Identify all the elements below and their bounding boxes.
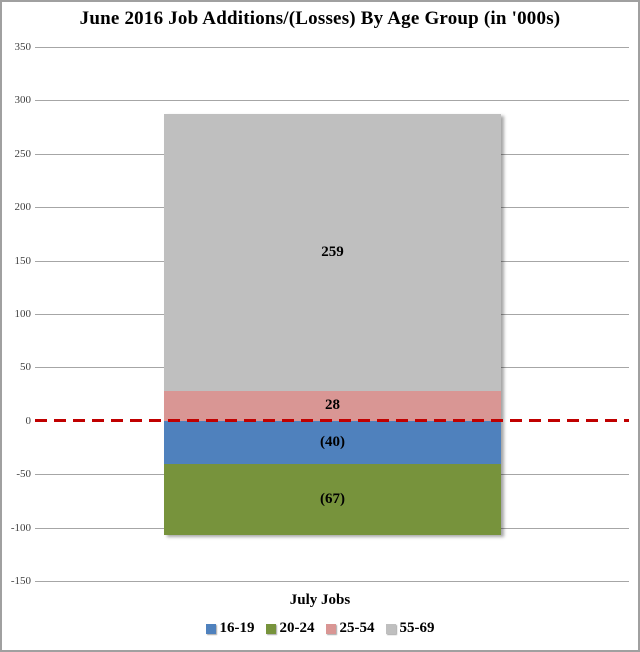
y-tick-label: 300 — [14, 94, 32, 107]
gridline — [35, 581, 629, 582]
y-tick-label: 0 — [25, 414, 32, 427]
y-tick-label: 350 — [14, 41, 32, 53]
legend: 16-19 20-24 25-54 55-69 — [2, 621, 638, 636]
y-tick-label: -150 — [10, 575, 31, 587]
y-tick-label: 150 — [14, 254, 32, 267]
gridline — [35, 47, 629, 48]
legend-item-16-19: 16-19 — [205, 620, 255, 636]
legend-item-55-69: 55-69 — [385, 620, 435, 636]
legend-swatch-icon — [205, 623, 216, 634]
y-tick-label: 200 — [14, 201, 32, 214]
y-tick-label: 100 — [14, 308, 32, 320]
chart-title: June 2016 Job Additions/(Losses) By Age … — [79, 8, 561, 29]
legend-label: 20-24 — [279, 620, 315, 636]
segment-data-label: (67) — [320, 490, 345, 507]
bar-segment-55-69: 259 — [164, 114, 501, 391]
legend-item-25-54: 25-54 — [325, 620, 375, 636]
bar-segment-25-54: 28 — [164, 390, 501, 421]
legend-swatch-icon — [325, 623, 336, 634]
segment-data-label: 28 — [325, 397, 340, 414]
segment-data-label: (40) — [320, 433, 345, 450]
gridline — [35, 100, 629, 102]
y-tick-label: 250 — [14, 147, 32, 160]
legend-item-20-24: 20-24 — [265, 620, 315, 636]
legend-swatch-icon — [265, 623, 276, 634]
plot-area: 350 300 250 200 150 100 50 0 -50 -100 -150 (40) (67)… — [11, 41, 629, 587]
bar-segment-16-19: (40) — [164, 420, 501, 464]
legend-swatch-icon — [385, 623, 396, 634]
bar-segment-20-24: (67) — [164, 463, 501, 536]
x-axis-label: July Jobs — [289, 592, 351, 608]
y-tick-label: -100 — [10, 521, 31, 534]
legend-label: 55-69 — [399, 620, 435, 636]
y-tick-label: -50 — [16, 468, 31, 481]
stacked-bar-july-jobs: (40) (67) 28 259 — [164, 114, 501, 536]
y-tick-label: 50 — [20, 361, 31, 374]
legend-label: 16-19 — [219, 620, 255, 636]
zero-baseline-dashed-line — [35, 419, 629, 423]
segment-data-label: 259 — [321, 244, 344, 261]
legend-label: 25-54 — [339, 620, 375, 636]
